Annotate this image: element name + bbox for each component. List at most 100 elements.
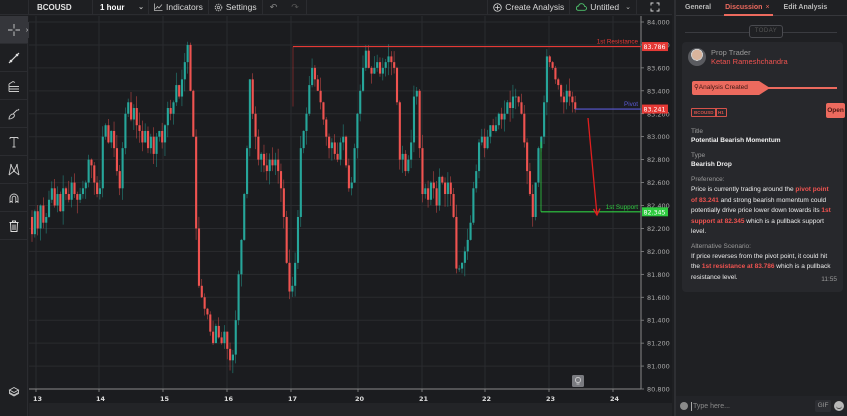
time-tick: 23 <box>546 395 555 403</box>
status-line <box>768 87 837 89</box>
layers-icon <box>8 386 20 397</box>
indicators-label: Indicators <box>166 2 203 12</box>
fib-tool[interactable] <box>0 72 28 100</box>
crosshair-tool[interactable] <box>0 16 28 44</box>
fib-retracement-icon <box>8 80 19 92</box>
tab-edit-analysis[interactable]: Edit Analysis <box>775 0 833 16</box>
trend-line-icon <box>8 52 20 63</box>
tab-discussion[interactable]: Discussion × <box>716 0 774 16</box>
text-tool[interactable] <box>0 128 28 156</box>
time-tick: 22 <box>482 395 491 403</box>
level-price-label: 83.241 <box>644 107 666 114</box>
panel-tabs: General Discussion × Edit Analysis <box>676 0 847 16</box>
text-segment: Price is currently trading around the <box>691 186 796 193</box>
redo-icon: ↷ <box>291 1 299 12</box>
time-tick: 20 <box>355 395 365 403</box>
price-tick: 81.600 <box>647 294 670 302</box>
alternative-label: Alternative Scenario: <box>691 242 751 250</box>
pattern-tool[interactable] <box>0 156 28 184</box>
price-tick: 84.000 <box>647 19 670 27</box>
price-tick: 81.800 <box>647 271 670 279</box>
resistance-highlight: 1st resistance at 83.786 <box>701 263 775 270</box>
gif-button[interactable]: GIF <box>815 400 831 412</box>
message-input[interactable]: Type here... <box>691 401 815 411</box>
price-tick: 82.400 <box>647 202 670 210</box>
crosshair-icon <box>8 23 20 36</box>
layout-selector[interactable]: Untitled ⌄ <box>570 0 636 15</box>
lightbulb-icon[interactable] <box>572 375 584 387</box>
emoji-icon[interactable] <box>834 401 844 411</box>
interval-label: 1 hour <box>100 2 125 12</box>
object-tree-button[interactable] <box>0 382 28 402</box>
trash-icon <box>9 220 19 232</box>
chevron-right-icon: › <box>25 26 29 34</box>
author-row: Prop Trader Ketan Rameshchandra <box>682 42 843 66</box>
price-tick: 83.000 <box>647 133 670 141</box>
magnet-icon <box>9 193 19 203</box>
time-tick: 16 <box>224 395 234 403</box>
price-tick: 81.000 <box>647 363 670 371</box>
undo-icon: ↶ <box>269 1 278 12</box>
pivot-highlight: pivot point of 83.241 <box>691 186 829 204</box>
tab-label: Discussion <box>725 3 763 11</box>
status-banner: ⚲Analysis Created <box>692 81 843 97</box>
avatar[interactable] <box>688 48 706 66</box>
time-tick: 14 <box>96 395 106 403</box>
price-chart[interactable]: 84.00083.80083.60083.40083.20083.00082.8… <box>29 16 672 408</box>
plus-circle-icon <box>493 2 502 12</box>
author-name[interactable]: Ketan Rameshchandra <box>711 57 788 66</box>
close-icon[interactable]: × <box>765 3 770 11</box>
magnet-tool[interactable] <box>0 184 28 212</box>
tab-label: Edit Analysis <box>783 3 828 11</box>
brush-icon <box>8 108 20 119</box>
tab-general[interactable]: General <box>676 0 716 16</box>
preference-text: Price is currently trading around the pi… <box>691 185 835 238</box>
chart-line-icon <box>154 3 163 11</box>
tab-label: General <box>685 3 712 11</box>
trend-line-tool[interactable] <box>0 44 28 72</box>
attach-icon[interactable] <box>680 402 688 410</box>
delete-tool[interactable] <box>0 212 28 240</box>
create-analysis-label: Create Analysis <box>505 2 565 12</box>
time-tick: 15 <box>160 395 170 403</box>
fullscreen-button[interactable] <box>636 0 672 15</box>
price-tick: 83.400 <box>647 87 670 95</box>
price-tick: 82.000 <box>647 248 670 256</box>
redo-button[interactable]: ↷ <box>285 0 307 15</box>
text-segment: and strong bearish momentum could potent… <box>691 196 827 215</box>
level-price-label: 82.345 <box>644 209 666 216</box>
price-tick: 82.600 <box>647 179 670 187</box>
status-flag: ⚲Analysis Created <box>692 81 770 95</box>
status-label: Analysis Created <box>698 84 748 91</box>
title-label: Title <box>691 128 704 135</box>
symbol-selector[interactable]: BCOUSD <box>29 0 93 15</box>
chat-input-bar: Type here... GIF <box>676 396 847 416</box>
candlestick-chart[interactable]: 84.00083.80083.60083.40083.20083.00082.8… <box>29 16 672 408</box>
type-value: Bearish Drop <box>691 161 732 168</box>
symbol-tag[interactable]: BCOUSD <box>691 108 717 117</box>
analysis-message-card: Prop Trader Ketan Rameshchandra ⚲Analysi… <box>682 42 845 292</box>
expand-toolbar-button[interactable]: › <box>24 22 30 38</box>
price-tick: 81.400 <box>647 317 670 325</box>
chart-footer <box>29 403 672 416</box>
settings-button[interactable]: Settings <box>209 0 263 15</box>
text-segment: which is a pullback resistance level. <box>691 263 831 281</box>
interval-selector[interactable]: 1 hour ⌄ <box>93 0 149 15</box>
tag-row: BCOUSD H1 Open <box>691 103 845 124</box>
location-pin-icon: ⚲ <box>694 84 699 91</box>
create-analysis-button[interactable]: Create Analysis <box>487 0 571 15</box>
indicators-button[interactable]: Indicators <box>149 0 209 15</box>
chevron-down-icon: ⌄ <box>138 4 144 11</box>
drawing-toolbar: › <box>0 16 30 416</box>
undo-button[interactable]: ↶ <box>263 0 285 15</box>
date-badge: TODAY <box>749 25 783 38</box>
open-button[interactable]: Open <box>826 103 845 118</box>
brush-tool[interactable] <box>0 100 28 128</box>
pattern-icon <box>8 163 20 175</box>
timeframe-tag[interactable]: H1 <box>715 108 727 117</box>
message-time: 11:55 <box>821 276 837 283</box>
layout-name: Untitled <box>590 2 620 12</box>
level-label: 1st Resistance <box>597 39 639 46</box>
preference-label: Preference: <box>691 176 725 183</box>
